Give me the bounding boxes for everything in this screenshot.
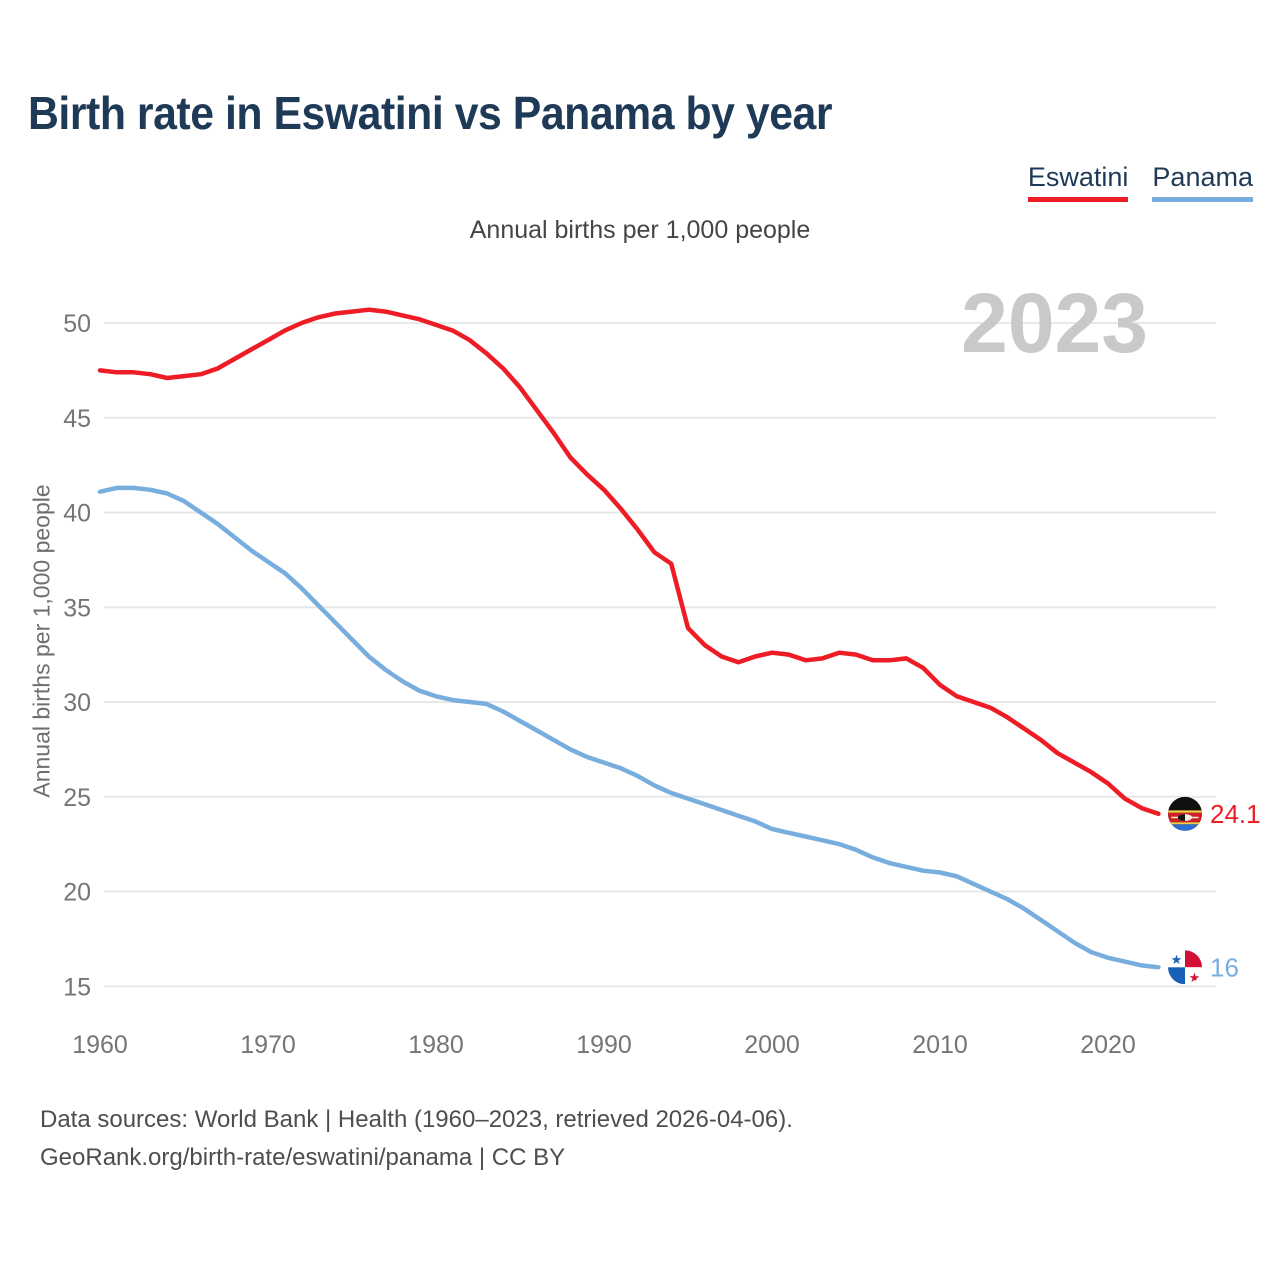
eswatini-flag-icon	[1168, 796, 1202, 831]
chart-subtitle: Annual births per 1,000 people	[469, 216, 811, 244]
eswatini-end-label: 24.1	[1210, 799, 1261, 829]
year-watermark: 2023	[961, 276, 1148, 370]
legend-item-eswatini[interactable]: Eswatini	[1027, 162, 1129, 202]
y-tick-label-25: 25	[63, 784, 91, 812]
y-axis-title: Annual births per 1,000 people	[28, 484, 55, 798]
x-tick-label-1970: 1970	[240, 1031, 296, 1059]
panama-flag-icon: ★★	[1168, 950, 1202, 985]
x-tick-label-2010: 2010	[912, 1031, 968, 1059]
y-tick-label-20: 20	[63, 879, 91, 907]
x-tick-label-1980: 1980	[408, 1031, 464, 1059]
red-star: ★	[1189, 970, 1201, 985]
data-sources-text: Data sources: World Bank | Health (1960–…	[40, 1106, 793, 1133]
legend-item-panama[interactable]: Panama	[1152, 162, 1253, 202]
panama-line	[97, 485, 1161, 970]
legend: Eswatini Panama	[1027, 162, 1253, 202]
attribution-text: GeoRank.org/birth-rate/eswatini/panama |…	[40, 1144, 566, 1171]
eswatini-line	[97, 307, 1161, 817]
y-tick-label-50: 50	[63, 310, 91, 338]
x-tick-label-1960: 1960	[72, 1031, 128, 1059]
y-tick-label-35: 35	[63, 594, 91, 622]
x-tick-label-1990: 1990	[576, 1031, 632, 1059]
x-tick-label-2000: 2000	[744, 1031, 800, 1059]
y-tick-label-45: 45	[63, 405, 91, 433]
x-tick-label-2020: 2020	[1080, 1031, 1136, 1059]
y-tick-label-30: 30	[63, 689, 91, 717]
y-tick-label-40: 40	[63, 500, 91, 528]
page-title: Birth rate in Eswatini vs Panama by year	[28, 87, 833, 139]
panama-end-label: 16	[1210, 952, 1239, 982]
y-tick-label-15: 15	[63, 973, 91, 1001]
blue-star: ★	[1171, 952, 1183, 967]
